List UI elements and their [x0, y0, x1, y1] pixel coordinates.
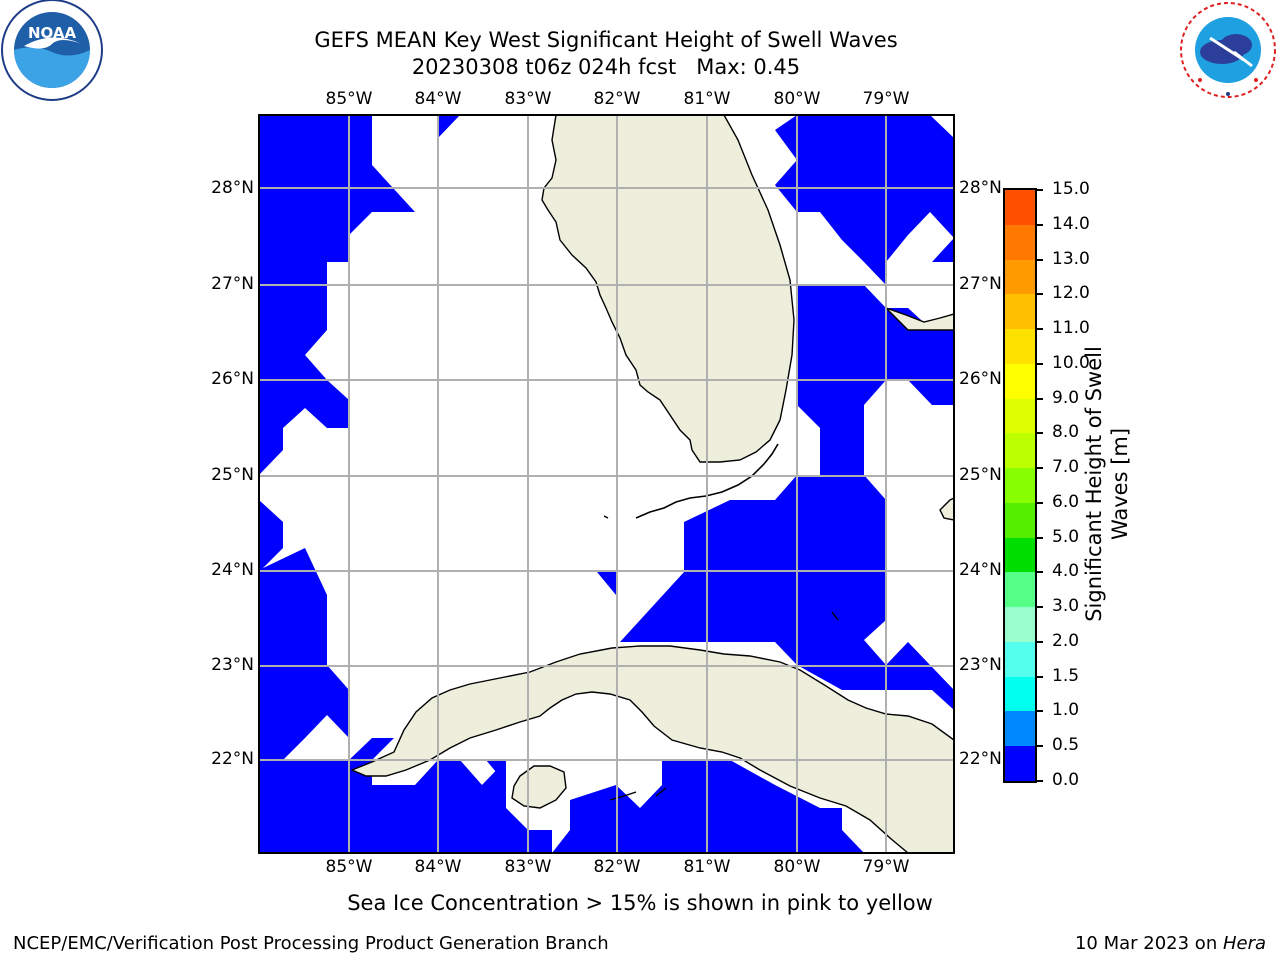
florida-keys [635, 443, 779, 519]
colorbar [1003, 188, 1037, 783]
lat-label-left: 28°N [211, 178, 254, 198]
nws-logo-icon [1180, 2, 1276, 98]
colorbar-segment [1005, 259, 1035, 295]
colorbar-tick-label: 5.0 [1052, 526, 1080, 547]
lon-label-bottom: 80°W [773, 857, 821, 877]
sea-ice-caption: Sea Ice Concentration > 15% is shown in … [347, 891, 933, 915]
colorbar-tick-mark [1035, 606, 1043, 609]
chart-subtitle: 20230308 t06z 024h fcst Max: 0.45 [411, 55, 801, 79]
lon-label-bottom: 83°W [504, 857, 552, 877]
lat-label-left: 24°N [211, 560, 254, 580]
lon-label-top: 84°W [414, 89, 462, 109]
lat-label-right: 23°N [959, 655, 1002, 675]
colorbar-tick-label: 15.0 [1052, 179, 1090, 199]
colorbar-segment [1005, 502, 1035, 539]
lon-label-bottom: 81°W [683, 857, 731, 877]
colorbar-tick-label: 12.0 [1052, 283, 1090, 304]
colorbar-tick-label: 11.0 [1052, 318, 1090, 339]
lat-label-right: 22°N [959, 749, 1002, 769]
colorbar-segment [1005, 433, 1035, 469]
lat-label-right: 25°N [959, 465, 1002, 485]
colorbar-tick-mark [1035, 571, 1043, 574]
lat-label-left: 26°N [211, 369, 254, 389]
colorbar-segment [1005, 294, 1035, 330]
colorbar-tick-label: 7.0 [1052, 457, 1080, 478]
lat-label-left: 25°N [211, 465, 254, 485]
colorbar-tick-mark [1035, 640, 1043, 643]
colorbar-tick-mark [1035, 258, 1043, 261]
footer-credit: NCEP/EMC/Verification Post Processing Pr… [13, 933, 609, 954]
lon-label-bottom: 79°W [862, 857, 910, 877]
graticule [259, 115, 954, 853]
colorbar-tick-label: 14.0 [1052, 213, 1090, 234]
colorbar-tick-label: 10.0 [1052, 352, 1090, 373]
colorbar-tick-label: 8.0 [1052, 422, 1080, 443]
colorbar-segment [1005, 746, 1035, 782]
lon-label-top: 79°W [862, 89, 910, 109]
lon-label-bottom: 82°W [593, 857, 641, 877]
colorbar-tick-label: 2.0 [1052, 630, 1080, 651]
colorbar-tick-mark [1035, 675, 1043, 678]
colorbar-tick-label: 9.0 [1052, 387, 1080, 408]
lat-label-right: 24°N [959, 560, 1002, 580]
colorbar-segment [1005, 676, 1035, 712]
lat-label-left: 22°N [211, 749, 254, 769]
colorbar-segment [1005, 363, 1035, 400]
lon-label-top: 80°W [773, 89, 821, 109]
lat-label-right: 27°N [959, 274, 1002, 294]
colorbar-segment [1005, 329, 1035, 365]
colorbar-segment [1005, 537, 1035, 573]
colorbar-tick-label: 3.0 [1052, 596, 1080, 617]
colorbar-tick-mark [1035, 189, 1043, 191]
colorbar-tick-mark [1035, 432, 1043, 435]
colorbar-segment [1005, 398, 1035, 434]
noaa-logo-icon: NOAA [1, 0, 103, 101]
footer-date: 10 Mar 2023 on Hera [1074, 933, 1266, 954]
colorbar-tick-mark [1035, 536, 1043, 539]
colorbar-tick-label: 0.5 [1052, 735, 1080, 756]
florida-landmass [541, 115, 795, 463]
lon-label-top: 83°W [504, 89, 552, 109]
lon-label-bottom: 84°W [414, 857, 462, 877]
colorbar-segment [1005, 572, 1035, 608]
colorbar-tick-mark [1035, 397, 1043, 400]
lat-label-right: 26°N [959, 369, 1002, 389]
colorbar-segment [1005, 468, 1035, 504]
lat-label-left: 27°N [211, 274, 254, 294]
lat-label-left: 23°N [211, 655, 254, 675]
colorbar-tick-label: 0.0 [1052, 770, 1080, 790]
lon-label-bottom: 85°W [325, 857, 373, 877]
lon-label-top: 81°W [683, 89, 731, 109]
colorbar-segment [1005, 641, 1035, 678]
lat-label-right: 28°N [959, 178, 1002, 198]
colorbar-tick-mark [1035, 710, 1043, 713]
colorbar-tick-mark [1035, 293, 1043, 296]
colorbar-tick-label: 1.0 [1052, 700, 1080, 721]
colorbar-tick-label: 1.5 [1052, 665, 1080, 686]
colorbar-label: Significant Height of Swell Waves [m] [1082, 346, 1132, 622]
colorbar-segment [1005, 190, 1035, 226]
colorbar-tick-mark [1035, 780, 1043, 782]
lon-label-top: 82°W [593, 89, 641, 109]
colorbar-tick-mark [1035, 362, 1043, 365]
colorbar-tick-mark [1035, 501, 1043, 504]
chart-title: GEFS MEAN Key West Significant Height of… [314, 28, 898, 52]
colorbar-segment [1005, 711, 1035, 747]
colorbar-tick-label: 6.0 [1052, 491, 1080, 512]
colorbar-segment [1005, 224, 1035, 260]
lon-label-top: 85°W [325, 89, 373, 109]
cuba-landmass [350, 645, 954, 853]
colorbar-tick-mark [1035, 223, 1043, 226]
colorbar-segment [1005, 607, 1035, 643]
colorbar-tick-label: 13.0 [1052, 248, 1090, 269]
map-frame [258, 114, 955, 854]
isla-de-la-juventud [511, 765, 567, 809]
noaa-logo-text: NOAA [28, 24, 77, 42]
colorbar-tick-mark [1035, 328, 1043, 331]
colorbar-tick-label: 4.0 [1052, 561, 1080, 582]
colorbar-tick-mark [1035, 467, 1043, 470]
colorbar-tick-mark [1035, 745, 1043, 748]
